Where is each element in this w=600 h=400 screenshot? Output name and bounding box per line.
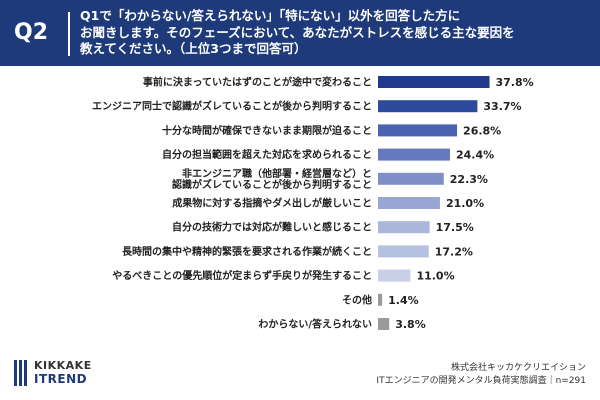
value-label: 26.8% [463, 124, 501, 137]
value-label: 17.2% [435, 245, 473, 258]
bar [378, 172, 444, 185]
value-label: 3.8% [395, 318, 426, 331]
question-text: Q1で「わからない/答えられない」「特にない」以外を回答した方に お聞きします。… [80, 8, 580, 58]
bar [378, 221, 430, 234]
bar [378, 124, 458, 137]
bar [378, 245, 429, 258]
bar [378, 293, 383, 306]
value-label: 24.4% [456, 149, 494, 162]
category-label: 事前に決まっていたはずのことが途中で変わること [143, 76, 372, 89]
value-label: 22.3% [450, 173, 488, 186]
category-label: 十分な時間が確保できないまま期限が迫ること [162, 124, 372, 137]
category-label: その他 [342, 293, 372, 306]
value-label: 1.4% [388, 294, 419, 307]
value-label: 17.5% [436, 221, 474, 234]
question-line: お聞きします。そのフェーズにおいて、あなたがストレスを感じる主な要因を [80, 24, 515, 40]
question-line: 教えてください。（上位3つまで回答可） [80, 41, 307, 56]
source-credit: 株式会社キッカケクリエイション ITエンジニアの開発メンタル負荷実態調査｜n=2… [376, 362, 586, 388]
bar [378, 269, 411, 282]
source-company: 株式会社キッカケクリエイション [450, 363, 586, 373]
value-label: 21.0% [446, 197, 484, 210]
bar [378, 100, 478, 113]
category-label: 非エンジニア職（他部署・経営層など）と認識がズレていることが後から判明すること [172, 167, 372, 191]
category-label: 自分の担当範囲を超えた対応を求められること [162, 148, 372, 161]
category-label: 長時間の集中や精神的緊張を要求される作業が続くこと [122, 245, 372, 258]
bar [378, 76, 490, 88]
bar [378, 197, 440, 209]
source-survey: ITエンジニアの開発メンタル負荷実態調査｜n=291 [376, 376, 586, 386]
bar [378, 318, 390, 330]
kikkake-itrend-logo: KIKKAKE ITREND [14, 358, 134, 388]
header-divider [68, 12, 70, 56]
question-line: Q1で「わからない/答えられない」「特にない」以外を回答した方に [80, 8, 461, 23]
bar [378, 148, 450, 161]
category-label: やるべきことの優先順位が定まらず手戻りが発生すること [112, 269, 372, 282]
category-label: エンジニア同士で認識がズレていることが後から判明すること [92, 100, 372, 113]
category-label: 自分の技術力では対応が難しいと感じること [172, 221, 372, 234]
value-label: 11.0% [416, 270, 454, 283]
value-label: 33.7% [483, 100, 521, 113]
question-header: Q2 Q1で「わからない/答えられない」「特にない」以外を回答した方に お聞きし… [0, 0, 600, 66]
bar-chart: 事前に決まっていたはずのことが途中で変わること 37.8% エンジニア同士で認識がズ… [92, 76, 534, 332]
logo-text-bottom: ITREND [34, 372, 88, 386]
category-label: わからない/答えられない [258, 318, 372, 331]
logo-text-top: KIKKAKE [34, 359, 92, 372]
question-number: Q2 [14, 20, 49, 45]
value-label: 37.8% [496, 76, 534, 89]
category-label: 成果物に対する指摘やダメ出しが厳しいこと [172, 197, 372, 210]
logo-mark-icon [14, 360, 27, 386]
